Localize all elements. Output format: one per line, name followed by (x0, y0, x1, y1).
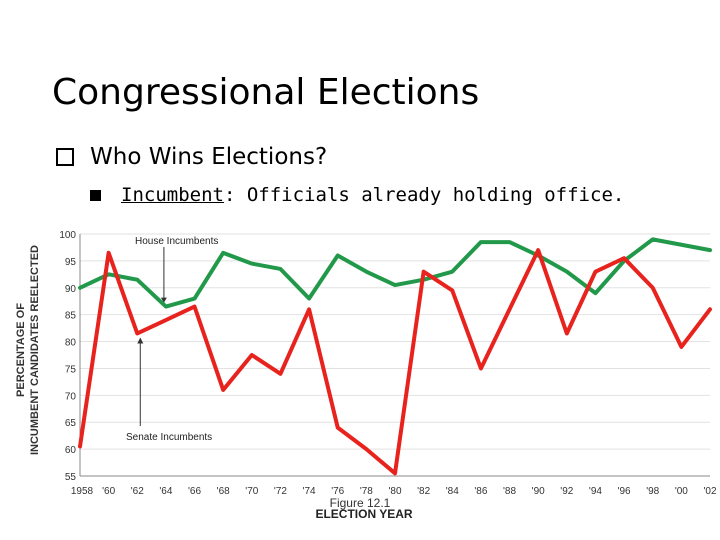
house-annotation-label: House Incumbents (135, 236, 218, 247)
y-tick-label-60: 60 (65, 445, 77, 456)
x-tick-label-18: '94 (589, 486, 602, 497)
x-tick-label-11: '80 (388, 486, 401, 497)
x-tick-label-15: '88 (503, 486, 516, 497)
figure-caption: Figure 12.1 (330, 496, 391, 510)
x-tick-label-2: '62 (131, 486, 144, 497)
bullet-sub: Incumbent: Officials already holding off… (90, 184, 624, 206)
y-tick-label-55: 55 (65, 472, 77, 483)
x-tick-label-12: '82 (417, 486, 430, 497)
x-tick-label-16: '90 (532, 486, 545, 497)
senate-annotation-arrow-icon (137, 337, 144, 344)
x-tick-label-0: 1958 (71, 486, 94, 497)
filled-square-bullet-icon (90, 189, 101, 201)
x-tick-label-13: '84 (446, 486, 459, 497)
hollow-square-bullet-icon (56, 148, 74, 166)
bullet-main-text: Who Wins Elections? (90, 144, 328, 170)
house-series-line (78, 237, 712, 309)
x-tick-label-21: '00 (675, 486, 688, 497)
x-tick-label-5: '68 (217, 486, 230, 497)
y-tick-label-80: 80 (65, 338, 77, 349)
y-tick-label-75: 75 (65, 364, 77, 375)
y-tick-label-65: 65 (65, 418, 77, 429)
x-tick-label-7: '72 (274, 486, 287, 497)
y-tick-label-95: 95 (65, 257, 77, 268)
x-tick-label-8: '74 (303, 486, 316, 497)
x-tick-label-9: '76 (331, 486, 344, 497)
x-tick-label-20: '98 (646, 486, 659, 497)
x-axis-label: ELECTION YEAR (315, 507, 412, 521)
x-tick-label-1: '60 (102, 486, 115, 497)
bullet-main: Who Wins Elections? (56, 144, 327, 170)
y-tick-label-70: 70 (65, 391, 77, 402)
x-tick-label-3: '64 (159, 486, 172, 497)
senate-annotation-label: Senate Incumbents (126, 432, 212, 443)
x-tick-label-14: '86 (474, 486, 487, 497)
house-annotation-arrow-icon (160, 297, 167, 303)
x-tick-label-22: '02 (703, 486, 716, 497)
y-axis-label-line1: PERCENTAGE OF (15, 303, 27, 397)
y-tick-label-90: 90 (65, 284, 77, 295)
x-tick-label-17: '92 (560, 486, 573, 497)
bullet-sub-term: Incumbent (121, 184, 224, 206)
y-axis-label-line2: INCUMBENT CANDIDATES REELECTED (29, 245, 41, 455)
x-tick-label-19: '96 (618, 486, 631, 497)
bullet-sub-text: : Officials already holding office. (223, 184, 625, 206)
y-tick-label-85: 85 (65, 311, 77, 322)
senate-series-line (78, 248, 712, 476)
y-tick-label-100: 100 (59, 230, 76, 241)
x-tick-label-10: '78 (360, 486, 373, 497)
x-tick-label-6: '70 (245, 486, 258, 497)
slide-title: Congressional Elections (52, 72, 480, 113)
x-tick-label-4: '66 (188, 486, 201, 497)
